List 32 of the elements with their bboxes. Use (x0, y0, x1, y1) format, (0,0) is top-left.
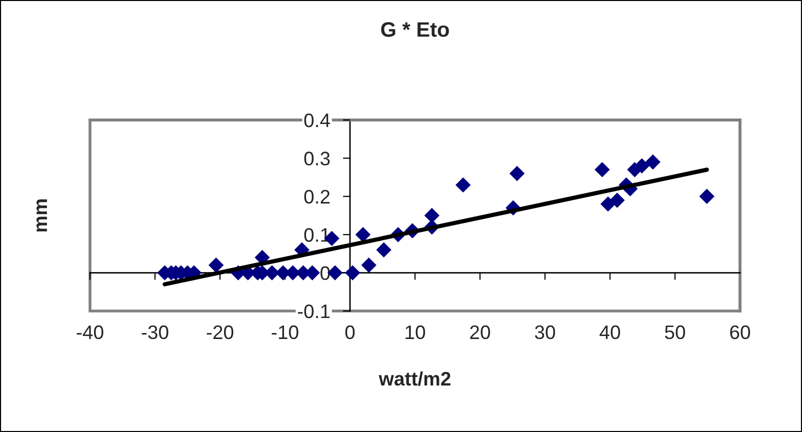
x-tick-label: -10 (272, 325, 298, 340)
point (424, 208, 440, 224)
point (600, 196, 616, 212)
x-tick-label: 50 (664, 325, 686, 340)
y-tick-label: -0.1 (298, 304, 330, 318)
y-axis-title: mm (36, 199, 47, 232)
point (361, 258, 376, 273)
x-tick-label: 10 (406, 325, 426, 340)
y-tick-label: 0.3 (304, 152, 330, 166)
x-tick-label: 60 (730, 325, 750, 340)
point (208, 258, 224, 273)
point (344, 265, 360, 280)
point (610, 192, 625, 208)
x-tick-label: -20 (206, 325, 234, 340)
x-tick-label: 30 (534, 325, 556, 340)
point (699, 188, 714, 204)
x-tick-label: 0 (345, 325, 355, 340)
chart-title: G * Eto (381, 22, 449, 37)
point (376, 242, 392, 258)
x-tick-label: 20 (470, 325, 490, 340)
x-tick-label: -40 (76, 325, 104, 340)
point (509, 166, 525, 182)
point (634, 158, 650, 174)
point (594, 162, 610, 178)
y-tick-label: 0.2 (304, 190, 330, 204)
x-tick-label: 40 (600, 325, 620, 340)
x-axis-title: watt/m2 (378, 371, 450, 386)
point (455, 177, 471, 193)
point (645, 154, 661, 170)
x-tick-label: -30 (142, 325, 168, 340)
point (355, 226, 371, 242)
y-tick-label: 0.4 (304, 113, 330, 128)
